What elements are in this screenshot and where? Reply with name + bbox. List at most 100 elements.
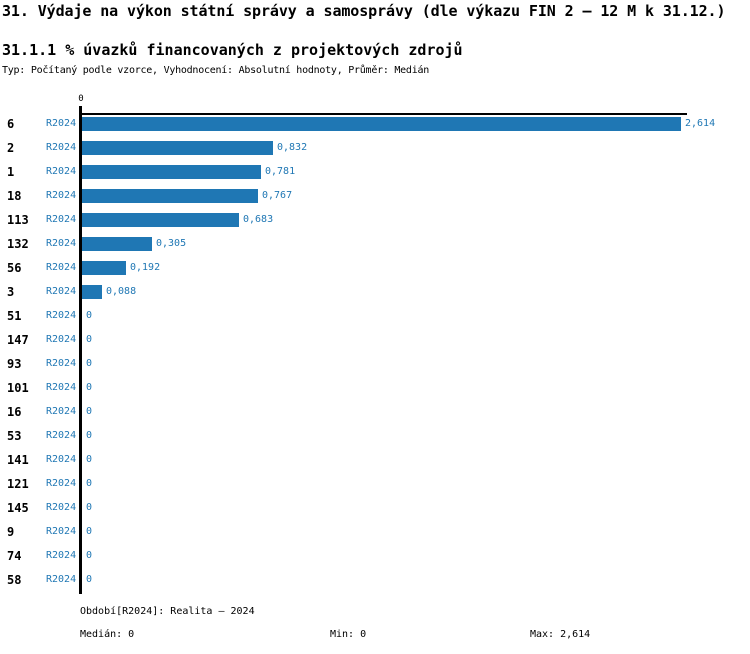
row-category-label: 18 bbox=[7, 189, 22, 203]
bar-value-label: 0,088 bbox=[106, 286, 137, 297]
chart-row: 147 R2024 0 bbox=[0, 328, 750, 352]
bar-value-label: 0 bbox=[86, 310, 93, 321]
row-series-label: R2024 bbox=[46, 406, 77, 417]
bar bbox=[82, 117, 681, 131]
bar-value-label: 0 bbox=[86, 382, 93, 393]
row-category-label: 58 bbox=[7, 573, 22, 587]
chart-row: 51 R2024 0 bbox=[0, 304, 750, 328]
chart-meta-line: Typ: Počítaný podle vzorce, Vyhodnocení:… bbox=[2, 65, 430, 76]
row-category-label: 3 bbox=[7, 285, 15, 299]
chart-row: 145 R2024 0 bbox=[0, 496, 750, 520]
row-category-label: 93 bbox=[7, 357, 22, 371]
row-series-label: R2024 bbox=[46, 334, 77, 345]
chart-row: 101 R2024 0 bbox=[0, 376, 750, 400]
bar-value-label: 0 bbox=[86, 574, 93, 585]
x-axis-tick-label: 0 bbox=[78, 94, 84, 104]
chart-row: 1 R2024 0,781 bbox=[0, 160, 750, 184]
chart-subtitle: 31.1.1 % úvazků financovaných z projekto… bbox=[2, 41, 463, 59]
bar-value-label: 2,614 bbox=[685, 118, 716, 129]
bar-value-label: 0 bbox=[86, 430, 93, 441]
bar-value-label: 0,683 bbox=[243, 214, 274, 225]
period-label: Období[R2024]: Realita – 2024 bbox=[80, 606, 255, 617]
chart-row: 93 R2024 0 bbox=[0, 352, 750, 376]
row-series-label: R2024 bbox=[46, 526, 77, 537]
row-category-label: 147 bbox=[7, 333, 29, 347]
median-label: Medián: 0 bbox=[80, 629, 135, 640]
min-label: Min: 0 bbox=[330, 629, 367, 640]
row-series-label: R2024 bbox=[46, 502, 77, 513]
row-category-label: 1 bbox=[7, 165, 15, 179]
chart-row: 113 R2024 0,683 bbox=[0, 208, 750, 232]
row-category-label: 101 bbox=[7, 381, 29, 395]
row-series-label: R2024 bbox=[46, 238, 77, 249]
row-series-label: R2024 bbox=[46, 190, 77, 201]
bar bbox=[82, 141, 273, 155]
bar-value-label: 0 bbox=[86, 454, 93, 465]
row-series-label: R2024 bbox=[46, 310, 77, 321]
row-series-label: R2024 bbox=[46, 214, 77, 225]
bar-value-label: 0 bbox=[86, 526, 93, 537]
row-category-label: 56 bbox=[7, 261, 22, 275]
row-category-label: 51 bbox=[7, 309, 22, 323]
row-series-label: R2024 bbox=[46, 478, 77, 489]
row-series-label: R2024 bbox=[46, 454, 77, 465]
chart-row: 6 R2024 2,614 bbox=[0, 112, 750, 136]
bar-value-label: 0 bbox=[86, 358, 93, 369]
row-category-label: 74 bbox=[7, 549, 22, 563]
bar-value-label: 0,781 bbox=[265, 166, 296, 177]
chart-row: 56 R2024 0,192 bbox=[0, 256, 750, 280]
bar bbox=[82, 213, 239, 227]
bar bbox=[82, 261, 126, 275]
row-category-label: 132 bbox=[7, 237, 29, 251]
chart-row: 3 R2024 0,088 bbox=[0, 280, 750, 304]
bar-value-label: 0 bbox=[86, 550, 93, 561]
bar bbox=[82, 165, 261, 179]
bar bbox=[82, 285, 102, 299]
chart-row: 53 R2024 0 bbox=[0, 424, 750, 448]
row-series-label: R2024 bbox=[46, 118, 77, 129]
chart-row: 58 R2024 0 bbox=[0, 568, 750, 592]
chart-row: 74 R2024 0 bbox=[0, 544, 750, 568]
row-series-label: R2024 bbox=[46, 358, 77, 369]
bar-value-label: 0 bbox=[86, 334, 93, 345]
bar-value-label: 0 bbox=[86, 406, 93, 417]
bar bbox=[82, 237, 152, 251]
row-series-label: R2024 bbox=[46, 382, 77, 393]
row-category-label: 6 bbox=[7, 117, 15, 131]
row-category-label: 145 bbox=[7, 501, 29, 515]
row-series-label: R2024 bbox=[46, 550, 77, 561]
row-category-label: 9 bbox=[7, 525, 15, 539]
chart-row: 9 R2024 0 bbox=[0, 520, 750, 544]
chart-row: 141 R2024 0 bbox=[0, 448, 750, 472]
bar-value-label: 0 bbox=[86, 478, 93, 489]
row-series-label: R2024 bbox=[46, 166, 77, 177]
page-title: 31. Výdaje na výkon státní správy a samo… bbox=[2, 2, 726, 20]
chart-row: 2 R2024 0,832 bbox=[0, 136, 750, 160]
row-category-label: 113 bbox=[7, 213, 29, 227]
chart-row: 16 R2024 0 bbox=[0, 400, 750, 424]
bar bbox=[82, 189, 258, 203]
row-category-label: 53 bbox=[7, 429, 22, 443]
y-axis-line bbox=[79, 106, 82, 594]
row-category-label: 121 bbox=[7, 477, 29, 491]
row-series-label: R2024 bbox=[46, 262, 77, 273]
row-category-label: 16 bbox=[7, 405, 22, 419]
bar-value-label: 0,192 bbox=[130, 262, 161, 273]
row-series-label: R2024 bbox=[46, 574, 77, 585]
chart-row: 132 R2024 0,305 bbox=[0, 232, 750, 256]
bar-value-label: 0,832 bbox=[277, 142, 308, 153]
bar-value-label: 0,305 bbox=[156, 238, 187, 249]
chart-rows: 6 R2024 2,614 2 R2024 0,832 1 R2024 0,78… bbox=[0, 112, 750, 592]
chart-row: 121 R2024 0 bbox=[0, 472, 750, 496]
chart-row: 18 R2024 0,767 bbox=[0, 184, 750, 208]
x-axis-line bbox=[79, 113, 687, 115]
row-series-label: R2024 bbox=[46, 286, 77, 297]
row-category-label: 141 bbox=[7, 453, 29, 467]
bar-value-label: 0 bbox=[86, 502, 93, 513]
row-series-label: R2024 bbox=[46, 430, 77, 441]
row-series-label: R2024 bbox=[46, 142, 77, 153]
row-category-label: 2 bbox=[7, 141, 15, 155]
bar-value-label: 0,767 bbox=[262, 190, 293, 201]
max-label: Max: 2,614 bbox=[530, 629, 591, 640]
